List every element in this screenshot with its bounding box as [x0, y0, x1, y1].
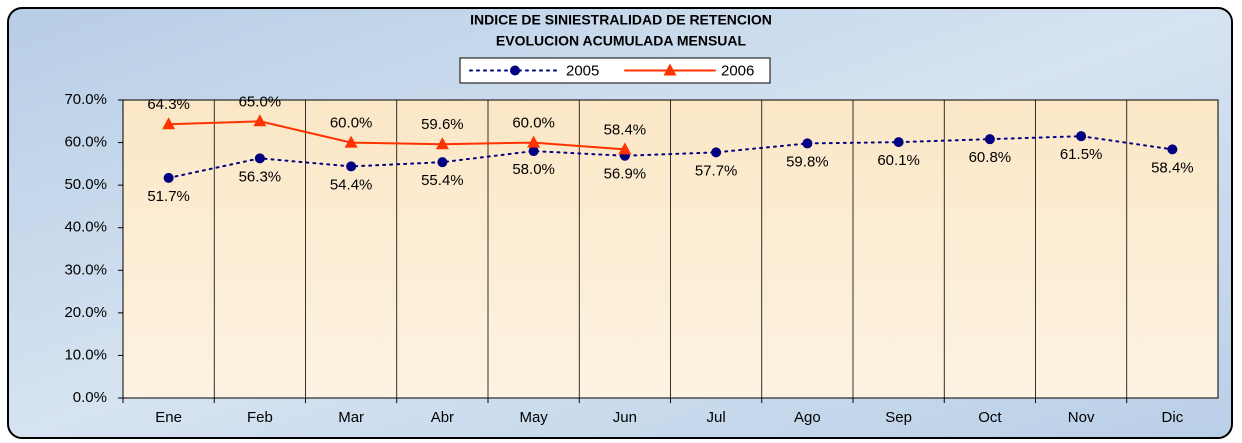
y-tick-label: 20.0% — [64, 304, 107, 321]
legend-label: 2006 — [721, 62, 754, 79]
data-point — [344, 135, 358, 148]
y-tick-label: 70.0% — [64, 91, 107, 108]
data-label: 59.8% — [786, 153, 829, 170]
data-label: 56.3% — [239, 168, 282, 185]
data-point — [528, 146, 539, 157]
data-label: 58.0% — [512, 161, 555, 178]
data-point — [1076, 131, 1087, 142]
x-tick-label: Oct — [978, 409, 1002, 426]
x-tick-label: Feb — [247, 409, 273, 426]
series-line — [167, 120, 626, 151]
x-tick-label: Ene — [155, 409, 182, 426]
data-point — [435, 137, 449, 150]
data-label: 60.0% — [512, 115, 555, 132]
y-tick-label: 10.0% — [64, 346, 107, 363]
data-point — [1167, 144, 1178, 155]
data-point — [346, 161, 357, 172]
series-line — [167, 135, 1174, 179]
x-tick-label: Dic — [1162, 409, 1184, 426]
data-label: 58.4% — [1151, 159, 1194, 176]
legend-marker — [663, 63, 677, 76]
chart-title: INDICE DE SINIESTRALIDAD DE RETENCION — [470, 12, 772, 28]
data-label: 58.4% — [604, 121, 647, 138]
data-point — [527, 135, 541, 148]
data-label: 57.7% — [695, 162, 738, 179]
y-tick-label: 60.0% — [64, 134, 107, 151]
data-point — [253, 114, 267, 127]
data-point — [162, 117, 176, 130]
data-label: 51.7% — [147, 188, 190, 205]
data-label: 61.5% — [1060, 146, 1103, 163]
data-label: 59.6% — [421, 116, 464, 133]
data-label: 56.9% — [604, 166, 647, 183]
data-label: 60.8% — [969, 149, 1012, 166]
chart-subtitle: EVOLUCION ACUMULADA MENSUAL — [496, 33, 747, 49]
data-label: 55.4% — [421, 172, 464, 189]
data-label: 60.0% — [330, 115, 373, 132]
x-tick-label: May — [519, 409, 548, 426]
legend-label: 2005 — [566, 62, 599, 79]
data-label: 64.3% — [147, 96, 190, 113]
x-tick-label: Sep — [885, 409, 912, 426]
data-point — [711, 147, 722, 158]
y-tick-label: 0.0% — [73, 389, 107, 406]
x-tick-label: Jun — [613, 409, 637, 426]
data-label: 60.1% — [877, 152, 920, 169]
data-point — [437, 157, 448, 168]
legend-marker — [510, 65, 520, 76]
x-tick-label: Jul — [707, 409, 726, 426]
data-point — [802, 138, 813, 149]
x-tick-label: Mar — [338, 409, 364, 426]
data-point — [163, 172, 174, 183]
data-label: 65.0% — [239, 93, 282, 110]
data-point — [618, 142, 632, 155]
data-point — [893, 137, 904, 148]
x-tick-label: Abr — [431, 409, 454, 426]
data-point — [984, 134, 995, 145]
y-tick-label: 40.0% — [64, 219, 107, 236]
data-point — [254, 153, 265, 164]
y-tick-label: 30.0% — [64, 261, 107, 278]
x-tick-label: Nov — [1068, 409, 1095, 426]
data-label: 54.4% — [330, 176, 373, 193]
x-tick-label: Ago — [794, 409, 821, 426]
y-tick-label: 50.0% — [64, 176, 107, 193]
